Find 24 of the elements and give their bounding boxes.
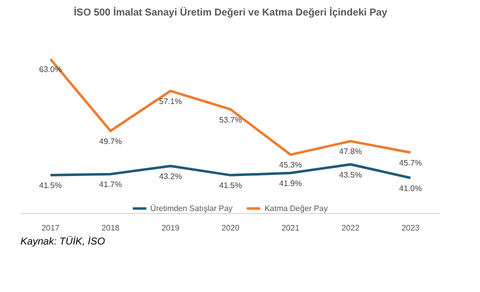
data-label: 57.1% xyxy=(159,96,182,106)
data-label: 41.7% xyxy=(99,180,122,190)
text: Kaynak: TÜİK, İSO xyxy=(20,236,106,248)
data-label: 45.3% xyxy=(279,160,302,170)
data-label: 41.5% xyxy=(39,181,62,190)
x-tick-label: 2019 xyxy=(162,224,180,232)
x-tick-label: 2022 xyxy=(342,224,360,232)
data-label: 43.5% xyxy=(339,170,362,180)
data-label: 47.8% xyxy=(339,147,362,156)
data-label: 41.0% xyxy=(399,184,422,193)
x-tick-label: 2017 xyxy=(42,224,60,232)
x-tick-label: 2020 xyxy=(222,224,240,232)
legend-label: Katma Değer Pay xyxy=(264,203,328,213)
data-label: 45.7% xyxy=(399,158,422,168)
x-tick-label: 2021 xyxy=(282,224,300,232)
legend-label: Üretimden Satışlar Pay xyxy=(150,203,233,213)
data-label: 41.5% xyxy=(219,181,242,190)
chart-title: İSO 500 İmalat Sanayi Üretim Değeri ve Katma Değeri İçindeki Pay xyxy=(74,6,388,18)
x-tick-label: 2023 xyxy=(402,224,420,232)
data-label: 49.7% xyxy=(99,136,122,146)
x-tick-label: 2018 xyxy=(102,224,120,232)
data-label: 43.2% xyxy=(159,172,182,181)
data-label: 41.9% xyxy=(279,179,302,188)
data-label: 53.7% xyxy=(219,115,242,124)
